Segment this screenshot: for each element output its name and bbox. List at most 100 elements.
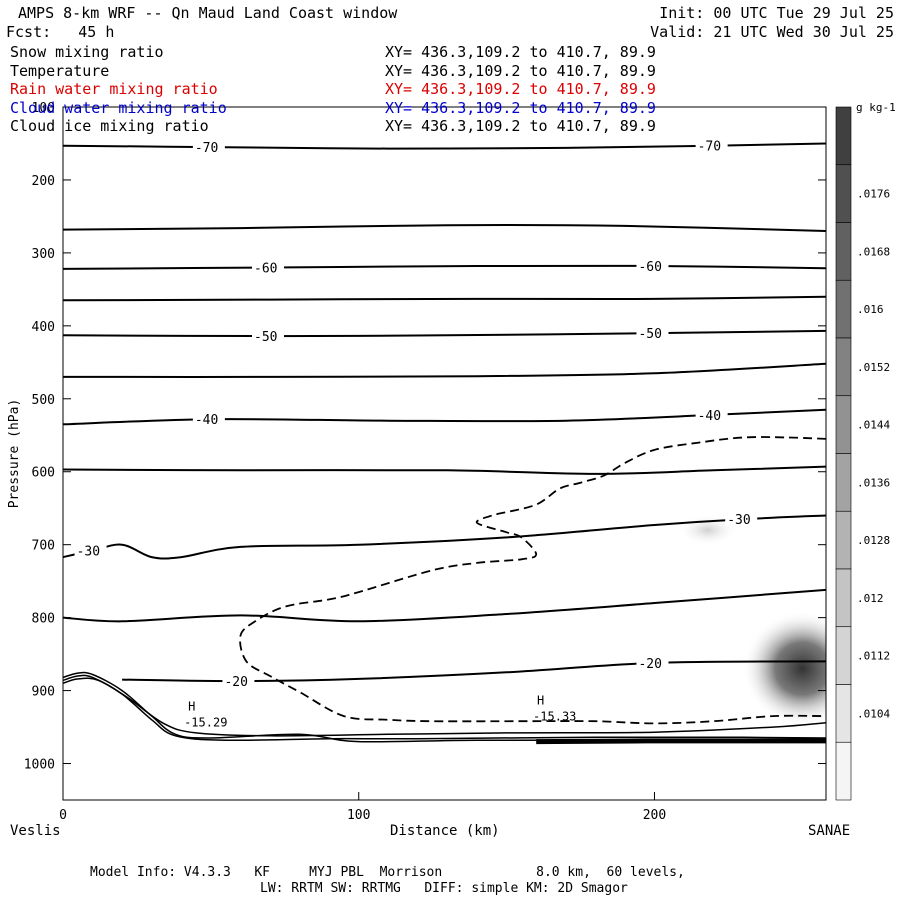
model-info-line-1: Model Info: V4.3.3 KF MYJ PBL Morrison 8… — [90, 865, 685, 880]
colorbar-bin — [835, 279, 852, 339]
temperature-contour-line — [63, 362, 826, 378]
terrain-line — [63, 671, 826, 743]
y-tick-label: 100 — [32, 101, 55, 116]
field-name: Cloud water mixing ratio — [10, 98, 227, 117]
temperature-contour-line — [63, 465, 826, 475]
field-xy-range: XY= 436.3,109.2 to 410.7, 89.9 — [385, 43, 656, 61]
plot-axes: 100 200 300 400 500 600 700 800 900 1000 0 100 200 Pr… — [7, 101, 827, 823]
contour-label: -70 — [698, 140, 721, 155]
extremum-value-label: -15.29 — [184, 715, 227, 729]
field-name: Cloud ice mixing ratio — [10, 117, 209, 135]
x-tick-label: 200 — [643, 808, 666, 823]
temperature-contour-line — [63, 295, 826, 302]
colorbar-bin — [835, 222, 852, 281]
colorbar-bin — [835, 568, 852, 628]
contour-label: -40 — [195, 413, 218, 428]
colorbar-label: .012 — [857, 592, 884, 605]
colorbar-bin — [835, 684, 852, 743]
x-axis-label: Distance (km) — [390, 823, 500, 839]
contour-label-background — [636, 258, 669, 274]
colorbar-label: .016 — [857, 303, 884, 316]
terrain-line — [63, 674, 826, 742]
contour-label-background — [695, 406, 728, 422]
contour-label-background — [636, 654, 669, 670]
field-xy-range: XY= 436.3,109.2 to 410.7, 89.9 — [385, 80, 656, 98]
x-tick-label: 100 — [347, 808, 370, 823]
valid-time: Valid: 21 UTC Wed 30 Jul 25 — [650, 23, 894, 41]
temperature-contour-line — [63, 329, 826, 338]
terrain-line — [536, 738, 826, 745]
contour-labels: -70 -70 -60 -60 -50 -50 -40 -40 -30 -30 -20 -20 H -15… — [74, 137, 758, 729]
temperature-contour-line — [63, 588, 826, 623]
contour-label: -30 — [77, 545, 100, 560]
x-tick-label: 0 — [59, 808, 67, 823]
colorbar-label: .0144 — [857, 419, 890, 432]
colorbar-units: g kg-1 — [856, 101, 896, 114]
init-time: Init: 00 UTC Tue 29 Jul 25 — [659, 4, 894, 22]
y-tick-label: 400 — [32, 320, 55, 335]
colorbar-bin — [835, 337, 852, 397]
contour-label: -30 — [727, 513, 750, 528]
colorbar-label: .0152 — [857, 361, 890, 374]
cloud-ice-shading — [677, 514, 826, 727]
contour-label-background — [192, 139, 225, 155]
colorbar-label: .0136 — [857, 476, 890, 489]
colorbar-label: .0128 — [857, 534, 890, 547]
contour-label: -40 — [698, 409, 721, 424]
contour-label-background — [252, 259, 285, 275]
plot-frame — [62, 106, 827, 801]
field-xy-range: XY= 436.3,109.2 to 410.7, 89.9 — [385, 61, 656, 80]
y-tick-label: 600 — [32, 466, 55, 481]
y-tick-label: 500 — [32, 393, 55, 408]
y-tick-label: 900 — [32, 685, 55, 700]
model-info-line-2: LW: RRTM SW: RRTMG DIFF: simple KM: 2D S… — [260, 881, 628, 896]
left-endpoint-label: Veslis — [10, 823, 61, 839]
contour-label-background — [695, 137, 728, 153]
contour-label: -70 — [195, 141, 218, 156]
colorbar-bin — [835, 626, 852, 685]
colorbar-label: .0168 — [857, 245, 890, 258]
contour-label-background — [222, 673, 255, 689]
colorbar-label: .0176 — [857, 188, 890, 201]
dashed-contour-line — [239, 436, 826, 725]
contour-label: -50 — [254, 330, 277, 345]
colorbar-bin — [835, 741, 852, 801]
contour-label: -20 — [224, 675, 247, 690]
contour-label-background — [636, 325, 669, 341]
extremum-value-label: -15.33 — [533, 710, 576, 724]
colorbar-label: .0112 — [857, 650, 890, 663]
y-tick-label: 800 — [32, 612, 55, 627]
field-xy-range: XY= 436.3,109.2 to 410.7, 89.9 — [385, 98, 656, 117]
right-endpoint-label: SANAE — [808, 823, 851, 839]
mixing-ratio-dashed-contour — [239, 436, 826, 725]
temperature-contour-line — [63, 514, 826, 560]
shading-maximum — [742, 610, 826, 727]
colorbar-bin — [835, 395, 852, 454]
temperature-contour-line — [63, 223, 826, 232]
y-tick-label: 700 — [32, 539, 55, 554]
field-name: Temperature — [10, 61, 110, 80]
contour-label: -50 — [638, 327, 661, 342]
chart-title: AMPS 8-km WRF -- Qn Maud Land Coast wind… — [18, 4, 398, 22]
contour-label-background — [725, 511, 758, 527]
contour-label: -60 — [638, 260, 661, 275]
terrain-line — [63, 677, 826, 737]
colorbar-bin — [835, 106, 852, 166]
terrain-lines — [63, 671, 826, 745]
contour-label-background — [74, 542, 107, 558]
field-xy-range: XY= 436.3,109.2 to 410.7, 89.9 — [385, 117, 656, 135]
temperature-contour-line — [63, 264, 826, 270]
y-tick-label: 300 — [32, 247, 55, 262]
colorbar-label: .0104 — [857, 707, 890, 720]
forecast-hour: Fcst: 45 h — [6, 23, 115, 41]
contour-label-background — [252, 328, 285, 344]
contour-label-background — [192, 411, 225, 427]
colorbar-bin — [835, 164, 852, 223]
extremum-kind-label: H — [188, 699, 195, 713]
y-tick-label: 200 — [32, 174, 55, 189]
colorbar-bin — [835, 510, 852, 570]
extremum-kind-label: H — [537, 694, 544, 708]
y-tick-label: 1000 — [24, 758, 55, 773]
